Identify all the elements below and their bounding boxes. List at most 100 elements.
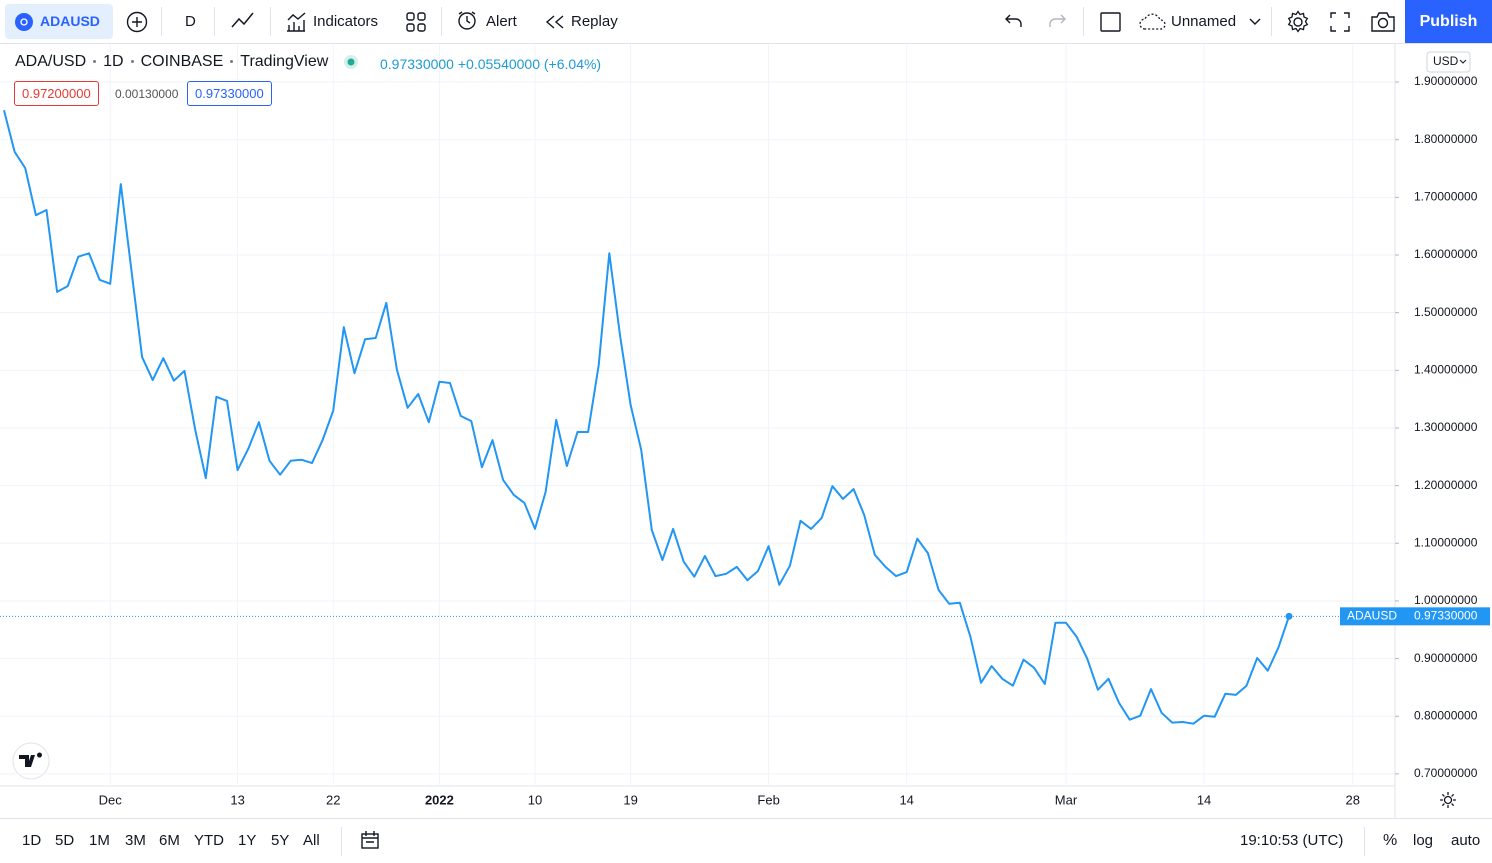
clock[interactable]: 19:10:53 (UTC) <box>1240 832 1344 849</box>
undo-button[interactable] <box>1004 13 1024 29</box>
price-tag <box>1340 607 1490 626</box>
templates-button[interactable] <box>406 12 426 32</box>
x-tick-label: 10 <box>528 792 542 807</box>
divider <box>214 7 215 36</box>
legend-price: 0.97330000 <box>380 56 454 72</box>
separator <box>93 60 97 64</box>
legend-change: +0.05540000 (+6.04%) <box>457 56 602 72</box>
legend-values: 0.97330000 +0.05540000 (+6.04%) <box>380 54 601 74</box>
auto-toggle[interactable]: auto <box>1451 832 1481 849</box>
y-tick-label: 0.90000000 <box>1414 651 1478 665</box>
chart-style-button[interactable] <box>231 12 255 30</box>
interval-button[interactable]: D <box>185 13 196 30</box>
redo-button[interactable] <box>1047 13 1067 29</box>
go-to-date-button[interactable] <box>360 830 380 850</box>
price-tag-name: ADAUSD <box>1347 608 1397 622</box>
indicators-button[interactable]: Indicators <box>313 13 379 30</box>
y-tick-label: 1.90000000 <box>1414 74 1478 88</box>
x-tick-label: 22 <box>326 792 340 807</box>
currency-label[interactable]: USD <box>1433 54 1459 68</box>
y-tick-label: 0.80000000 <box>1414 708 1478 722</box>
layout-menu-chevron[interactable] <box>1249 17 1261 26</box>
publish-button[interactable]: Publish <box>1405 0 1492 43</box>
axis-settings-button[interactable] <box>1440 792 1456 808</box>
tradingview-logo <box>12 742 50 780</box>
chart: USD 0.70000000 0.80000000 0.90000000 1.0000… <box>0 44 1490 818</box>
range-button[interactable]: 1M <box>89 832 110 849</box>
y-tick-label: 0.70000000 <box>1414 766 1478 780</box>
range-button[interactable]: 1Y <box>238 832 257 849</box>
price-tag-value: 0.97330000 <box>1414 608 1478 622</box>
bottom-toolbar: 19:10:53 (UTC) % log auto 1D 5D 1M 3M 6M YTD 1… <box>0 818 1492 863</box>
legend-symbol: ADA/USD <box>15 53 87 70</box>
divider <box>441 7 442 36</box>
x-tick-label: 14 <box>899 792 913 807</box>
grid <box>0 44 1395 786</box>
layout-name[interactable]: Unnamed <box>1171 13 1237 30</box>
divider <box>161 7 162 36</box>
symbol-text: ADAUSD <box>40 13 100 29</box>
symbol-logo <box>15 13 33 31</box>
range-button[interactable]: YTD <box>194 832 224 849</box>
currency-button[interactable] <box>1426 51 1471 73</box>
y-tick-label: 1.20000000 <box>1414 478 1478 492</box>
chart-legend: ADA/USD 1D COINBASE TradingView <box>15 52 328 72</box>
fullscreen-button[interactable] <box>1330 12 1350 32</box>
range-button[interactable]: 5D <box>55 832 75 849</box>
separator <box>230 60 234 64</box>
range-button[interactable]: 3M <box>125 832 146 849</box>
indicators-icon[interactable] <box>285 11 307 33</box>
y-tick-label: 1.60000000 <box>1414 247 1478 261</box>
bid-box[interactable]: 0.97200000 <box>14 81 99 106</box>
divider <box>1364 827 1365 856</box>
log-toggle[interactable]: log <box>1413 832 1434 849</box>
percent-toggle[interactable]: % <box>1383 832 1398 849</box>
compare-button[interactable] <box>126 11 148 33</box>
x-tick-label: 28 <box>1346 792 1360 807</box>
x-tick-label: Feb <box>757 792 779 807</box>
range-button[interactable]: All <box>303 832 320 849</box>
x-tick-label: 14 <box>1197 792 1211 807</box>
symbol-search[interactable]: ADAUSD <box>5 4 113 39</box>
price-line <box>3 110 1290 725</box>
x-tick-label: 13 <box>230 792 244 807</box>
legend-exchange: COINBASE <box>140 53 224 70</box>
range-button[interactable]: 6M <box>159 832 180 849</box>
last-point <box>1285 612 1293 620</box>
layout-button[interactable] <box>1100 12 1122 32</box>
spread: 0.00130000 <box>115 87 179 101</box>
top-toolbar: ADAUSD D Indicators Alert Replay Unnamed… <box>0 0 1492 44</box>
legend-source: TradingView <box>240 53 329 70</box>
snapshot-button[interactable] <box>1370 11 1396 33</box>
replay-icon[interactable] <box>545 14 565 30</box>
divider <box>1083 7 1084 36</box>
y-tick-label: 1.00000000 <box>1414 593 1478 607</box>
separator <box>130 60 134 64</box>
cloud-icon <box>1139 13 1166 30</box>
y-tick-label: 1.10000000 <box>1414 535 1478 549</box>
x-tick-label: 2022 <box>425 792 454 807</box>
range-button[interactable]: 5Y <box>271 832 290 849</box>
divider <box>270 7 271 36</box>
x-tick-label: 19 <box>623 792 637 807</box>
market-status-dot[interactable] <box>343 54 359 70</box>
alert-icon[interactable] <box>457 11 479 33</box>
y-tick-label: 1.50000000 <box>1414 305 1478 319</box>
y-tick-label: 1.30000000 <box>1414 420 1478 434</box>
y-tick-label: 1.40000000 <box>1414 362 1478 376</box>
x-tick-label: Mar <box>1055 792 1078 807</box>
range-button[interactable]: 1D <box>22 832 42 849</box>
currency-chevron <box>1459 59 1467 64</box>
divider <box>1271 7 1272 36</box>
ask-box[interactable]: 0.97330000 <box>187 81 272 106</box>
settings-button[interactable] <box>1286 10 1310 34</box>
divider <box>341 827 342 856</box>
alert-button[interactable]: Alert <box>486 13 517 30</box>
legend-interval: 1D <box>103 53 124 70</box>
x-tick-label: Dec <box>99 792 123 807</box>
y-tick-label: 1.80000000 <box>1414 132 1478 146</box>
replay-button[interactable]: Replay <box>571 13 618 30</box>
y-tick-label: 1.70000000 <box>1414 190 1478 204</box>
